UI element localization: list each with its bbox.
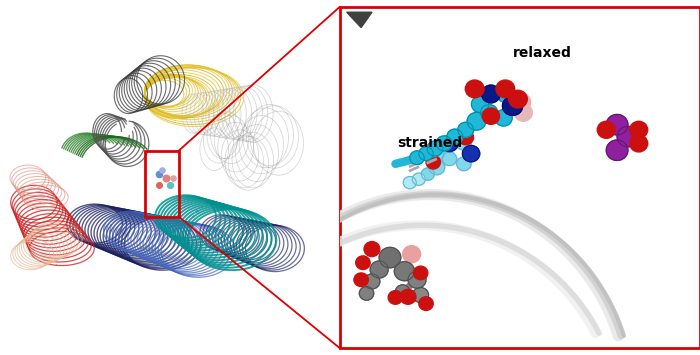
Text: relaxed: relaxed xyxy=(512,45,571,60)
Circle shape xyxy=(466,80,484,98)
Circle shape xyxy=(394,262,414,281)
Circle shape xyxy=(400,289,416,304)
Circle shape xyxy=(463,146,480,162)
Circle shape xyxy=(429,160,444,175)
Point xyxy=(164,182,175,187)
Circle shape xyxy=(447,129,463,144)
Circle shape xyxy=(509,92,531,113)
Circle shape xyxy=(495,110,512,126)
Point xyxy=(160,175,172,180)
Point xyxy=(153,182,164,187)
Circle shape xyxy=(482,86,500,102)
Circle shape xyxy=(496,80,514,98)
Circle shape xyxy=(497,86,514,102)
Circle shape xyxy=(456,137,471,150)
Bar xyxy=(145,151,178,217)
Circle shape xyxy=(597,121,615,138)
Circle shape xyxy=(395,285,409,299)
Circle shape xyxy=(419,147,433,160)
Circle shape xyxy=(458,122,474,137)
Circle shape xyxy=(379,247,401,268)
Circle shape xyxy=(441,135,458,152)
Circle shape xyxy=(419,297,433,310)
Circle shape xyxy=(427,141,443,156)
Circle shape xyxy=(364,241,380,257)
Circle shape xyxy=(389,291,402,304)
Circle shape xyxy=(458,130,474,145)
Circle shape xyxy=(354,273,368,286)
Circle shape xyxy=(412,173,426,185)
Circle shape xyxy=(356,256,370,269)
Circle shape xyxy=(480,105,498,121)
Circle shape xyxy=(410,151,424,165)
Circle shape xyxy=(630,135,648,152)
Polygon shape xyxy=(346,12,372,28)
Point xyxy=(157,168,168,173)
Circle shape xyxy=(408,271,426,288)
Circle shape xyxy=(467,113,486,130)
Circle shape xyxy=(413,288,428,302)
Circle shape xyxy=(403,176,416,189)
Circle shape xyxy=(630,121,648,138)
Circle shape xyxy=(414,266,428,280)
Circle shape xyxy=(430,147,444,160)
Point xyxy=(167,175,178,180)
Circle shape xyxy=(503,97,523,115)
Circle shape xyxy=(426,155,440,169)
Text: strained: strained xyxy=(397,136,462,150)
Circle shape xyxy=(514,104,533,121)
Circle shape xyxy=(509,90,527,108)
Circle shape xyxy=(436,136,452,151)
Circle shape xyxy=(402,246,421,263)
Circle shape xyxy=(471,96,489,113)
Circle shape xyxy=(482,85,500,103)
Circle shape xyxy=(364,274,380,289)
Circle shape xyxy=(456,157,471,171)
Point xyxy=(153,171,164,177)
Circle shape xyxy=(606,140,628,160)
Circle shape xyxy=(617,126,638,147)
Circle shape xyxy=(359,286,374,300)
Circle shape xyxy=(370,261,388,278)
Circle shape xyxy=(421,168,434,180)
Circle shape xyxy=(442,152,456,165)
Circle shape xyxy=(482,108,500,124)
Circle shape xyxy=(606,114,628,135)
